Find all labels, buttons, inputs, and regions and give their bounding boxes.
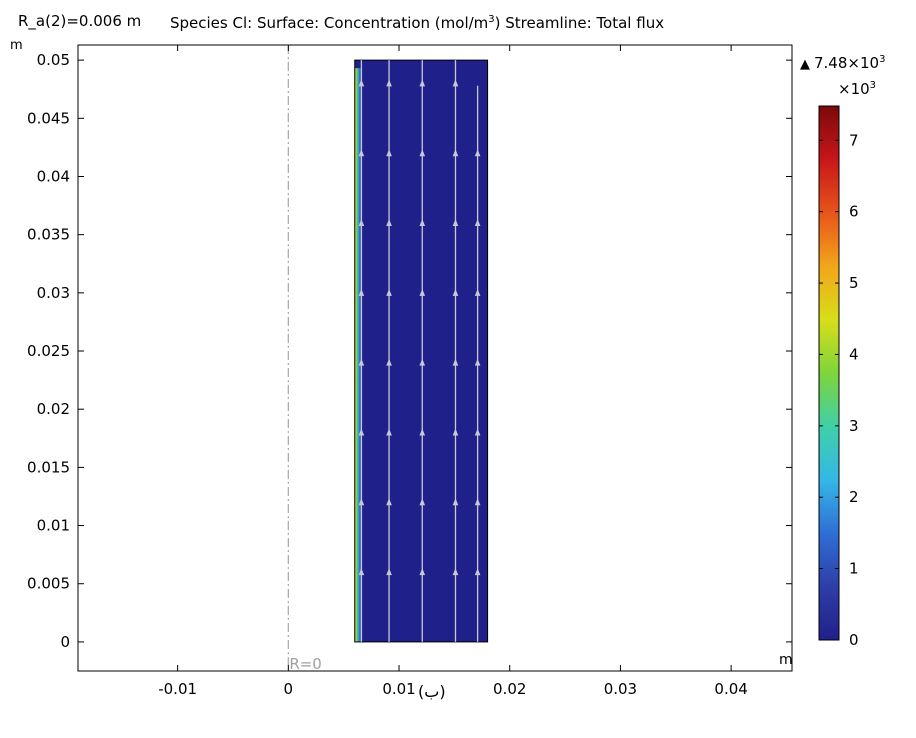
flux-arrow-5-7 [474,149,481,157]
colorbar-tick-label: 3 [849,417,859,435]
flux-arrow-3-5 [419,288,426,296]
streamline-layer [358,60,481,642]
colorbar-scale-superscript: 3 [869,80,877,91]
flux-arrow-1-1 [358,568,365,576]
flux-arrow-1-8 [358,79,365,87]
y-tick-label: 0.045 [27,109,70,127]
y-axis-unit: m [10,38,23,53]
flux-arrow-3-7 [419,149,426,157]
flux-arrow-4-8 [452,79,459,87]
y-tick-label: 0.025 [27,342,70,360]
y-tick-label: 0.03 [37,284,70,302]
colorbar-scale-base: ×10 [838,80,870,98]
colorbar-tick-label: 0 [849,631,859,649]
x-axis-unit: m [779,652,793,668]
flux-arrow-5-4 [474,358,481,366]
flux-arrow-2-8 [386,79,392,87]
flux-arrow-1-2 [358,498,365,506]
flux-arrow-2-6 [386,219,392,227]
colorbar [818,105,840,641]
concentration-surface [354,60,488,642]
flux-arrow-4-2 [452,498,459,506]
flux-arrow-3-6 [419,219,426,227]
colorbar-max-superscript: 3 [879,54,886,65]
flux-arrow-5-2 [474,498,481,506]
plot-title-superscript: 3 [488,14,495,25]
colorbar-tick-label: 6 [849,203,859,221]
y-tick-label: 0.035 [27,226,70,244]
x-tick-label: -0.01 [158,680,197,698]
flux-arrow-3-1 [419,568,426,576]
flux-arrow-5-6 [474,219,481,227]
flux-arrow-4-4 [452,358,459,366]
y-tick-label: 0.02 [37,400,70,418]
x-tick-label: 0.01 [382,680,415,698]
flux-arrow-4-7 [452,149,459,157]
figure-caption: (ب) [418,682,446,701]
flux-arrow-1-4 [358,358,365,366]
flux-arrow-5-5 [474,288,481,296]
colorbar-layer: 0 1 2 3 4 5 6 7 [818,105,859,649]
x-tick-label: 0.04 [714,680,747,698]
y-tick-label: 0.05 [37,51,70,69]
flux-arrow-3-3 [419,428,426,436]
colorbar-tick-label: 7 [849,131,859,149]
max-triangle-icon: ▲ [800,57,810,72]
colorbar-tick-label: 2 [849,488,859,506]
x-tick-label: 0 [284,680,294,698]
symmetry-axis-label: R=0 [289,655,322,673]
y-tick-label: 0.04 [37,167,70,185]
flux-arrow-4-3 [452,428,459,436]
flux-arrow-4-6 [452,219,459,227]
colorbar-max-value: 7.48×10 [814,54,880,72]
flux-arrow-1-3 [358,428,365,436]
wall-boundary-layer [354,68,364,642]
y-tick-label: 0.01 [37,517,70,535]
colorbar-tick-label: 4 [849,345,859,363]
flux-arrow-3-8 [419,79,426,87]
flux-arrow-2-7 [386,149,392,157]
flux-arrow-5-1 [474,568,481,576]
plot-title: Species Cl: Surface: Concentration (mol/… [170,14,664,32]
flux-arrow-4-5 [452,288,459,296]
flux-arrow-5-3 [474,428,481,436]
flux-arrow-3-4 [419,358,426,366]
colorbar-tick-label: 5 [849,274,859,292]
flux-arrow-2-5 [386,288,392,296]
flux-arrow-2-3 [386,428,392,436]
flux-arrow-1-6 [358,219,365,227]
flux-arrow-1-5 [358,288,365,296]
y-tick-label: 0.015 [27,458,70,476]
flux-arrow-1-7 [358,149,365,157]
domain-layer [354,59,489,643]
plot-title-suffix: ) Streamline: Total flux [494,14,665,32]
axes-layer: R=0 -0.01 0 0.01 0.02 0.03 0.04 0 0.005 0.01 0.015… [27,44,793,698]
x-tick-label: 0.03 [604,680,637,698]
colorbar-scale-label: ×103 [838,80,876,98]
colorbar-tick-label: 1 [849,560,859,578]
flux-arrow-2-1 [386,568,392,576]
plot-frame [77,44,793,672]
flux-arrow-3-2 [419,498,426,506]
flux-arrow-2-4 [386,358,392,366]
colorbar-max-label: ▲ 7.48×103 [800,54,885,72]
parameter-label: R_a(2)=0.006 m [18,12,142,30]
flux-arrow-2-2 [386,498,392,506]
plot-title-prefix: Species Cl: Surface: Concentration (mol/… [170,14,489,32]
flux-arrow-4-1 [452,568,459,576]
y-tick-label: 0.005 [27,575,70,593]
y-tick-label: 0 [60,633,70,651]
x-tick-label: 0.02 [493,680,526,698]
domain-outline [354,59,489,643]
